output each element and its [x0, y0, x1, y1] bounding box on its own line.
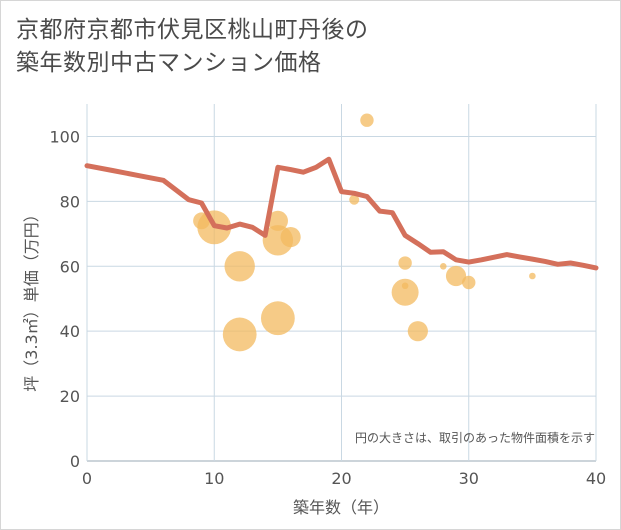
data-bubble: [360, 113, 374, 127]
data-bubble: [445, 265, 467, 287]
chart-title-line2: 築年数別中古マンション価格: [16, 50, 322, 76]
x-tick-label: 10: [204, 469, 224, 488]
data-bubble: [440, 262, 447, 270]
data-bubble: [391, 278, 419, 306]
x-tick-label: 0: [82, 469, 92, 488]
chart-grid: [86, 104, 597, 462]
x-axis-title: 築年数（年）: [293, 498, 389, 517]
chart-bubbles: [193, 113, 536, 352]
bubble-size-note: 円の大きさは、取引のあった物件面積を示す: [355, 430, 595, 445]
average-price-line: [84, 156, 599, 271]
data-bubble: [407, 321, 428, 342]
x-tick-label: 30: [459, 469, 479, 488]
y-tick-label: 80: [60, 192, 80, 211]
x-tick-label: 40: [586, 469, 606, 488]
y-axis-title: 坪（3.3㎡）単価（万円）: [22, 206, 41, 391]
data-bubble: [267, 210, 288, 231]
chart-title: 京都府京都市伏見区桃山町丹後の 築年数別中古マンション価格: [16, 14, 606, 80]
data-bubble: [280, 226, 301, 248]
data-bubble: [224, 251, 255, 282]
data-bubble: [260, 301, 295, 336]
data-bubble: [462, 275, 476, 290]
data-bubble: [398, 256, 412, 270]
chart-ticks: 0 20 40 60 80 100 0 10 20 30 40: [49, 127, 606, 488]
y-tick-label: 40: [60, 322, 80, 341]
data-bubble: [529, 272, 536, 280]
data-bubble: [222, 317, 257, 352]
y-tick-label: 0: [70, 452, 80, 471]
y-tick-label: 100: [49, 127, 80, 146]
data-bubble: [349, 194, 360, 205]
chart-title-line1: 京都府京都市伏見区桃山町丹後の: [16, 17, 369, 43]
y-tick-label: 20: [60, 387, 80, 406]
y-tick-label: 60: [60, 257, 80, 276]
x-tick-label: 20: [331, 469, 351, 488]
